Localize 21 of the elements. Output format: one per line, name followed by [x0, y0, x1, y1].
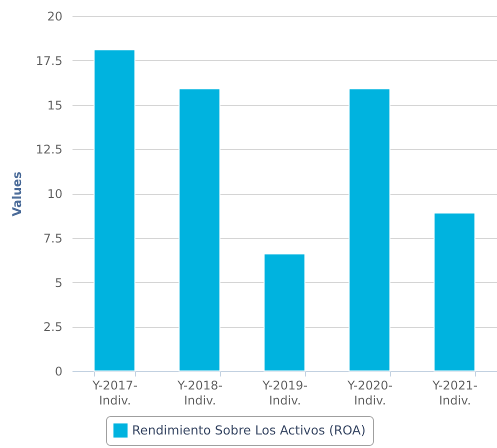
bar: [94, 49, 136, 372]
bar: [348, 88, 390, 372]
x-tick-label: Y-2017-Indiv.: [91, 378, 138, 408]
y-tick-label: 2.5: [43, 320, 62, 334]
bar: [178, 88, 220, 372]
y-tick-label: 17.5: [36, 54, 62, 68]
bar: [264, 253, 306, 372]
legend-label: Rendimiento Sobre Los Activos (ROA): [132, 422, 366, 438]
y-tick-label: 7.5: [43, 231, 62, 246]
x-tick-label: Y-2018-Indiv.: [176, 378, 223, 408]
y-tick-label: 5: [54, 276, 62, 290]
y-tick-label: 12.5: [36, 142, 62, 157]
x-tick-label: Y-2019-Indiv.: [261, 378, 308, 408]
y-tick-label: 20: [47, 10, 62, 24]
y-axis-title: Values: [10, 172, 24, 216]
y-tick-label: 0: [54, 364, 62, 378]
x-tick-label: Y-2020-Indiv.: [346, 378, 393, 408]
y-tick-label: 10: [47, 187, 62, 201]
x-tick-label: Y-2021-Indiv.: [431, 378, 478, 408]
bar: [434, 212, 476, 372]
y-tick-label: 15: [47, 98, 62, 112]
